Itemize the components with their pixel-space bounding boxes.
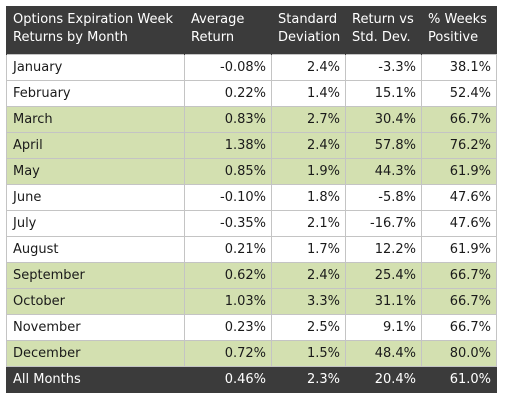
table-header: Options Expiration Week Returns by Month… (6, 6, 497, 55)
return-vs-std-dev-cell: 15.1% (345, 80, 422, 107)
average-return-cell: 0.21% (184, 236, 272, 263)
header-return-vs-std-dev: Return vs Std. Dev. (345, 6, 422, 55)
standard-deviation-cell: 2.5% (271, 314, 346, 341)
table-row: January -0.08% 2.4% -3.3% 38.1% (6, 54, 497, 81)
average-return-cell: 1.03% (184, 288, 272, 315)
weeks-positive-cell: 76.2% (421, 132, 497, 159)
footer-row-all-months: All Months 0.46% 2.3% 20.4% 61.0% (6, 366, 497, 393)
table-row: May 0.85% 1.9% 44.3% 61.9% (6, 158, 497, 185)
average-return-cell: 0.85% (184, 158, 272, 185)
month-cell: August (6, 236, 185, 263)
average-return-cell: 0.72% (184, 340, 272, 367)
month-cell: March (6, 106, 185, 133)
returns-table: Options Expiration Week Returns by Month… (6, 6, 497, 393)
weeks-positive-cell: 61.9% (421, 158, 497, 185)
standard-deviation-cell: 2.4% (271, 262, 346, 289)
header-average-return: Average Return (184, 6, 272, 55)
average-return-cell: -0.10% (184, 184, 272, 211)
return-vs-std-dev-cell: 31.1% (345, 288, 422, 315)
month-cell: November (6, 314, 185, 341)
table-row: August 0.21% 1.7% 12.2% 61.9% (6, 236, 497, 263)
standard-deviation-cell: 1.5% (271, 340, 346, 367)
return-vs-std-dev-cell: -3.3% (345, 54, 422, 81)
footer-standard-deviation: 2.3% (271, 366, 346, 393)
standard-deviation-cell: 1.9% (271, 158, 346, 185)
table-row: July -0.35% 2.1% -16.7% 47.6% (6, 210, 497, 237)
standard-deviation-cell: 1.8% (271, 184, 346, 211)
weeks-positive-cell: 38.1% (421, 54, 497, 81)
footer-weeks-positive: 61.0% (421, 366, 497, 393)
month-cell: April (6, 132, 185, 159)
header-row: Options Expiration Week Returns by Month… (6, 6, 497, 55)
table-row: February 0.22% 1.4% 15.1% 52.4% (6, 80, 497, 107)
average-return-cell: 0.62% (184, 262, 272, 289)
standard-deviation-cell: 1.4% (271, 80, 346, 107)
footer-month: All Months (6, 366, 185, 393)
header-standard-deviation: Standard Deviation (271, 6, 346, 55)
table-row: June -0.10% 1.8% -5.8% 47.6% (6, 184, 497, 211)
return-vs-std-dev-cell: 12.2% (345, 236, 422, 263)
average-return-cell: 0.83% (184, 106, 272, 133)
return-vs-std-dev-cell: 57.8% (345, 132, 422, 159)
average-return-cell: 1.38% (184, 132, 272, 159)
weeks-positive-cell: 47.6% (421, 210, 497, 237)
weeks-positive-cell: 47.6% (421, 184, 497, 211)
month-cell: February (6, 80, 185, 107)
weeks-positive-cell: 52.4% (421, 80, 497, 107)
table-row: March 0.83% 2.7% 30.4% 66.7% (6, 106, 497, 133)
table-body: January -0.08% 2.4% -3.3% 38.1% February 0.22%… (6, 54, 497, 367)
return-vs-std-dev-cell: -5.8% (345, 184, 422, 211)
month-cell: December (6, 340, 185, 367)
table-row: November 0.23% 2.5% 9.1% 66.7% (6, 314, 497, 341)
average-return-cell: -0.08% (184, 54, 272, 81)
return-vs-std-dev-cell: 30.4% (345, 106, 422, 133)
month-cell: October (6, 288, 185, 315)
month-cell: September (6, 262, 185, 289)
average-return-cell: 0.23% (184, 314, 272, 341)
footer-average-return: 0.46% (184, 366, 272, 393)
table-footer: All Months 0.46% 2.3% 20.4% 61.0% (6, 366, 497, 393)
table-row: September 0.62% 2.4% 25.4% 66.7% (6, 262, 497, 289)
return-vs-std-dev-cell: 9.1% (345, 314, 422, 341)
table-row: December 0.72% 1.5% 48.4% 80.0% (6, 340, 497, 367)
weeks-positive-cell: 61.9% (421, 236, 497, 263)
weeks-positive-cell: 66.7% (421, 106, 497, 133)
month-cell: May (6, 158, 185, 185)
month-cell: July (6, 210, 185, 237)
header-title: Options Expiration Week Returns by Month (6, 6, 185, 55)
return-vs-std-dev-cell: 25.4% (345, 262, 422, 289)
standard-deviation-cell: 2.1% (271, 210, 346, 237)
return-vs-std-dev-cell: 48.4% (345, 340, 422, 367)
weeks-positive-cell: 66.7% (421, 314, 497, 341)
average-return-cell: -0.35% (184, 210, 272, 237)
standard-deviation-cell: 2.7% (271, 106, 346, 133)
standard-deviation-cell: 3.3% (271, 288, 346, 315)
weeks-positive-cell: 66.7% (421, 288, 497, 315)
header-weeks-positive: % Weeks Positive (421, 6, 497, 55)
standard-deviation-cell: 2.4% (271, 132, 346, 159)
return-vs-std-dev-cell: 44.3% (345, 158, 422, 185)
footer-return-vs-std-dev: 20.4% (345, 366, 422, 393)
weeks-positive-cell: 66.7% (421, 262, 497, 289)
weeks-positive-cell: 80.0% (421, 340, 497, 367)
table-row: October 1.03% 3.3% 31.1% 66.7% (6, 288, 497, 315)
table-row: April 1.38% 2.4% 57.8% 76.2% (6, 132, 497, 159)
average-return-cell: 0.22% (184, 80, 272, 107)
standard-deviation-cell: 2.4% (271, 54, 346, 81)
month-cell: June (6, 184, 185, 211)
return-vs-std-dev-cell: -16.7% (345, 210, 422, 237)
month-cell: January (6, 54, 185, 81)
standard-deviation-cell: 1.7% (271, 236, 346, 263)
